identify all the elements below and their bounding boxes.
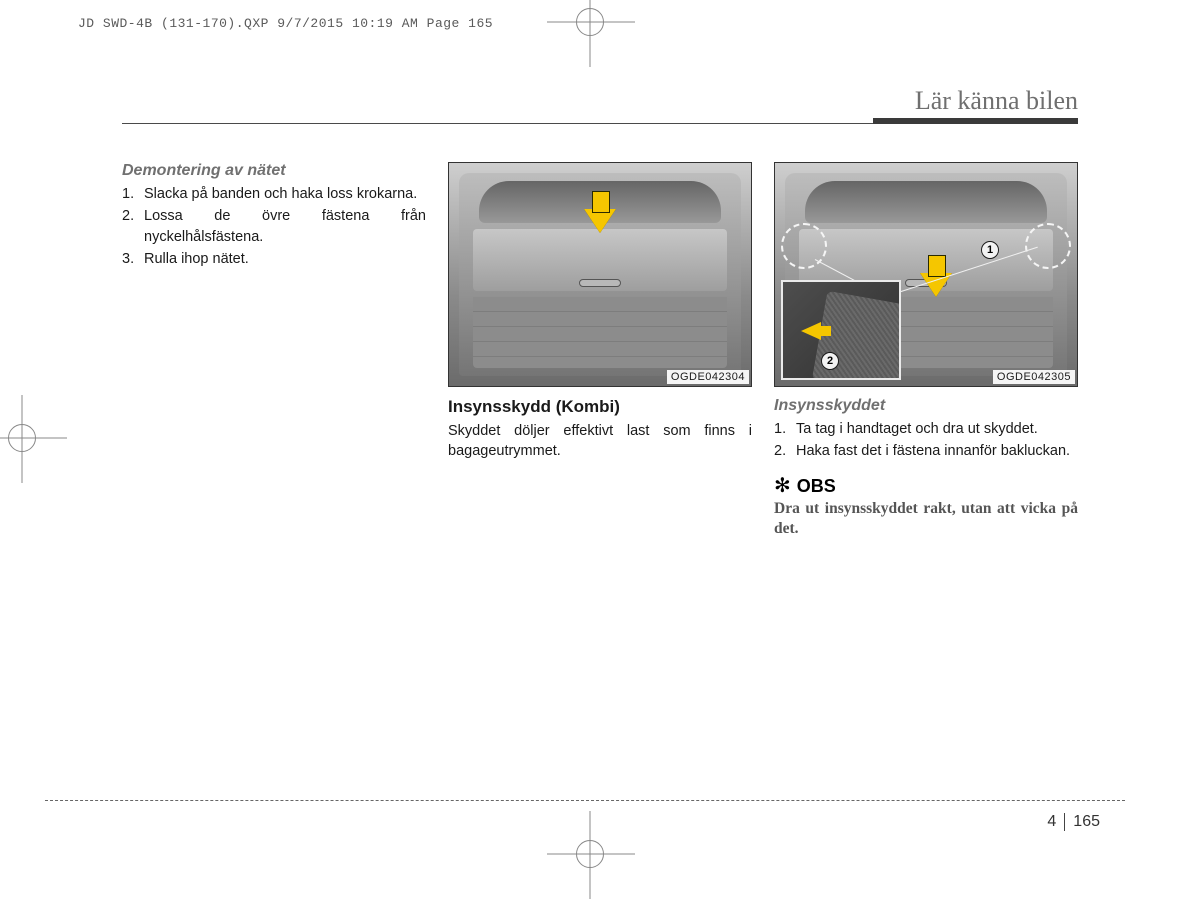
- col2-body: Skyddet döljer effektivt last som finns …: [448, 421, 752, 462]
- step-item: Lossa de övre fästena från nyckelhålsfäs…: [122, 206, 426, 247]
- dashed-circle-right: [1025, 223, 1071, 269]
- arrow-down-icon: [584, 209, 616, 233]
- figure-code: OGDE042305: [993, 370, 1075, 384]
- crop-mark-left: [8, 424, 36, 452]
- col3-steps: Ta tag i handtaget och dra ut skyddet. H…: [774, 419, 1078, 462]
- col3-heading: Insynsskyddet: [774, 397, 1078, 415]
- header-rule: [122, 118, 1078, 124]
- step-item: Ta tag i handtaget och dra ut skyddet.: [774, 419, 1078, 439]
- callout-2: 2: [821, 352, 839, 370]
- footer-rule: [45, 800, 1125, 801]
- arrow-left-icon: [801, 322, 821, 340]
- section-number: 4: [1047, 813, 1056, 831]
- page-separator: [1064, 813, 1065, 831]
- page-header: Lär känna bilen: [122, 86, 1078, 124]
- figure-right: 1 2 OGDE042305: [774, 162, 1078, 387]
- column-2: OGDE042304 Insynsskydd (Kombi) Skyddet d…: [448, 162, 752, 539]
- figure-code: OGDE042304: [667, 370, 749, 384]
- obs-header: ✻ OBS: [774, 476, 1078, 497]
- asterisk-icon: ✻: [774, 476, 791, 496]
- step-item: Haka fast det i fästena innanför bakluck…: [774, 441, 1078, 461]
- col1-heading: Demontering av nätet: [122, 162, 426, 180]
- column-1: Demontering av nätet Slacka på banden oc…: [122, 162, 426, 539]
- chapter-title: Lär känna bilen: [915, 86, 1078, 116]
- figure-left: OGDE042304: [448, 162, 752, 387]
- obs-text: Dra ut insynsskyddet rakt, utan att vick…: [774, 499, 1078, 539]
- col2-heading: Insynsskydd (Kombi): [448, 397, 752, 417]
- page-number: 4 165: [1047, 813, 1100, 831]
- step-item: Slacka på banden och haka loss krokarna.: [122, 184, 426, 204]
- step-item: Rulla ihop nätet.: [122, 249, 426, 269]
- print-header: JD SWD-4B (131-170).QXP 9/7/2015 10:19 A…: [78, 16, 493, 31]
- callout-1: 1: [981, 241, 999, 259]
- crop-mark-top: [576, 8, 604, 36]
- column-3: 1 2 OGDE042305 Insynsskyddet Ta tag i ha…: [774, 162, 1078, 539]
- obs-label: OBS: [797, 476, 836, 497]
- crop-mark-bottom: [576, 840, 604, 868]
- col1-steps: Slacka på banden och haka loss krokarna.…: [122, 184, 426, 269]
- page-number-value: 165: [1073, 813, 1100, 831]
- figure-inset: 2: [781, 280, 901, 380]
- content-columns: Demontering av nätet Slacka på banden oc…: [122, 162, 1078, 539]
